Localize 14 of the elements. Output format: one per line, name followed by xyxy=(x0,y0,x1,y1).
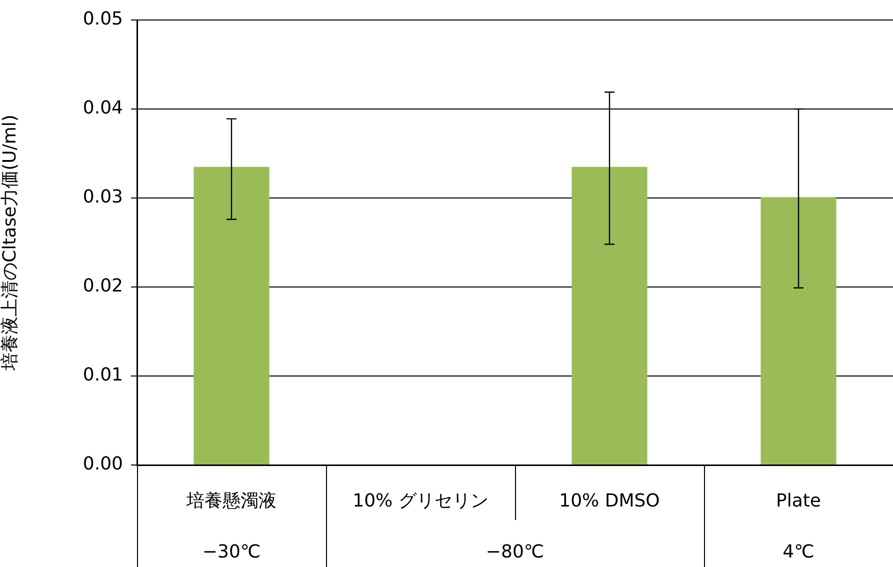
x-tick-label: 培養懸濁液 xyxy=(186,490,276,512)
y-tick-label: 0.05 xyxy=(82,8,123,30)
y-tick-label: 0.04 xyxy=(82,98,123,119)
y-tick-label: 0.03 xyxy=(82,186,123,208)
y-tick-label: 0.00 xyxy=(82,454,123,475)
x-tick-label: Plate xyxy=(776,490,822,512)
text: −80℃ xyxy=(486,542,544,563)
y-tick-label: 0.01 xyxy=(82,364,123,386)
y-tick-label: 0.02 xyxy=(82,276,123,297)
x-tick-label: 10% DMSO xyxy=(559,490,660,512)
text: 4℃ xyxy=(782,542,814,563)
text: −30℃ xyxy=(202,542,261,563)
x-tick-label: 10% グリセリン xyxy=(352,490,488,512)
y-axis-title: 培養液上清のCltase力価(U/ml) xyxy=(0,114,20,372)
